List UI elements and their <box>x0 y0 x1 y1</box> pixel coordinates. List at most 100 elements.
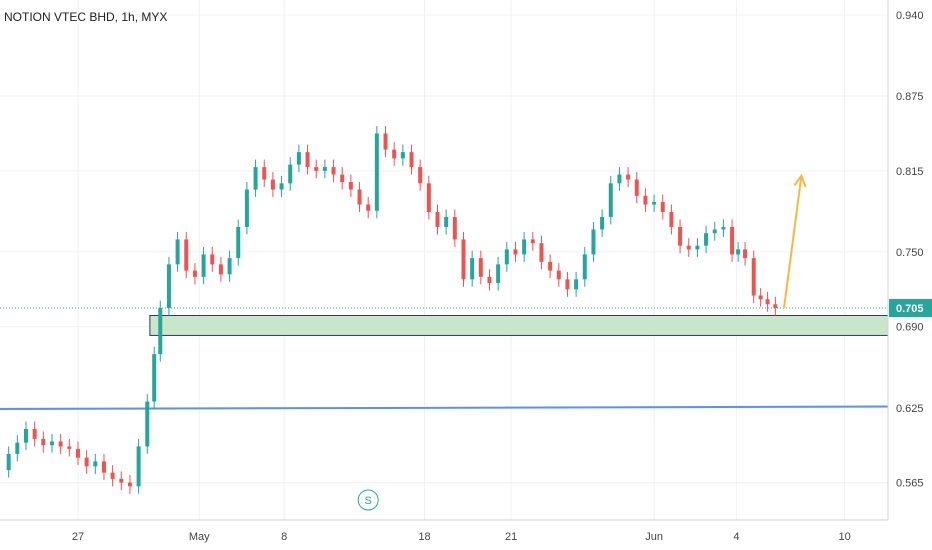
candle-body <box>736 249 741 255</box>
candle <box>730 219 735 262</box>
last-price-label: 0.705 <box>896 303 924 315</box>
candle-body <box>227 258 232 275</box>
candle <box>192 263 197 285</box>
candle-body <box>626 174 631 180</box>
candle <box>218 256 223 282</box>
x-tick-label: 21 <box>505 531 517 543</box>
y-tick-label: 0.815 <box>896 166 924 178</box>
y-tick-label: 0.940 <box>896 10 924 22</box>
candle <box>270 172 275 198</box>
candle-body <box>58 441 63 447</box>
candle-body <box>84 457 89 467</box>
candle <box>279 175 284 198</box>
candle-body <box>522 239 527 255</box>
candle-body <box>478 258 483 277</box>
candle <box>409 144 414 175</box>
candle-body <box>704 233 709 246</box>
candle <box>152 346 157 410</box>
candle-body <box>721 226 726 230</box>
candle <box>496 256 501 291</box>
candle-body <box>348 182 353 190</box>
price-axis[interactable]: 0.940 0.875 0.815 0.750 0.690 0.625 0.565 <box>896 10 924 490</box>
candle-body <box>591 229 596 255</box>
candle <box>643 188 648 212</box>
x-tick-label: 27 <box>72 531 84 543</box>
candle-body <box>210 254 215 265</box>
candle-body <box>712 229 717 234</box>
candle <box>314 159 319 179</box>
support-zone[interactable] <box>149 314 889 336</box>
candle-body <box>23 428 28 443</box>
candle <box>262 159 267 188</box>
candle <box>357 182 362 212</box>
candle-body <box>119 478 124 483</box>
candle-body <box>101 461 106 473</box>
candle <box>322 159 327 179</box>
candle <box>374 125 379 219</box>
candle <box>712 221 717 241</box>
candle <box>110 465 115 487</box>
candle <box>136 438 141 494</box>
candle-body <box>288 164 293 184</box>
candle-body <box>444 216 449 227</box>
candle <box>751 250 756 304</box>
candle <box>340 167 345 190</box>
time-axis[interactable]: 27 May 8 18 21 Jun 4 10 <box>72 531 851 543</box>
candle-body <box>548 261 553 271</box>
candle-body <box>253 167 258 190</box>
candle-body <box>383 133 388 150</box>
candle <box>478 250 483 285</box>
candle-body <box>461 239 466 280</box>
candle-body <box>435 211 440 227</box>
candle-body <box>41 438 46 446</box>
candle-body <box>136 446 141 487</box>
candle-body <box>765 299 770 305</box>
candle-body <box>49 441 54 446</box>
y-tick-label: 0.750 <box>896 247 924 259</box>
candle <box>522 231 527 262</box>
candle <box>305 144 310 175</box>
candle-body <box>32 428 37 439</box>
candle-body <box>634 179 639 196</box>
candle-body <box>305 152 310 168</box>
candle-body <box>530 239 535 244</box>
candle-body <box>236 226 241 259</box>
y-tick-label: 0.625 <box>896 403 924 415</box>
candle <box>461 231 466 287</box>
candle <box>513 241 518 262</box>
x-tick-label: 8 <box>281 531 287 543</box>
candle-body <box>192 270 197 277</box>
candle-body <box>574 279 579 290</box>
candle-body <box>773 304 778 309</box>
candle <box>49 433 54 453</box>
candle <box>758 288 763 307</box>
candle <box>444 209 449 235</box>
candle <box>487 269 492 291</box>
candle <box>765 291 770 312</box>
candle <box>539 235 544 270</box>
last-price-badge <box>889 299 932 318</box>
candle <box>210 246 215 272</box>
candle <box>158 300 163 362</box>
candle <box>145 394 150 454</box>
session-marker[interactable] <box>357 489 379 511</box>
candle <box>565 271 570 297</box>
session-marker-label: S <box>365 495 372 507</box>
candle <box>530 231 535 251</box>
candle <box>127 475 132 494</box>
projection-arrow-shaft[interactable] <box>783 175 803 309</box>
candle-body <box>158 308 163 355</box>
candle-body <box>166 264 171 309</box>
candle <box>400 144 405 166</box>
candle <box>435 204 440 235</box>
candle-body <box>75 448 80 458</box>
candle <box>253 159 258 198</box>
candle-body <box>539 243 544 262</box>
candle-body <box>743 249 748 259</box>
candle-body <box>145 401 150 447</box>
candle-body <box>617 174 622 184</box>
candle <box>634 172 639 204</box>
candle <box>288 157 293 191</box>
